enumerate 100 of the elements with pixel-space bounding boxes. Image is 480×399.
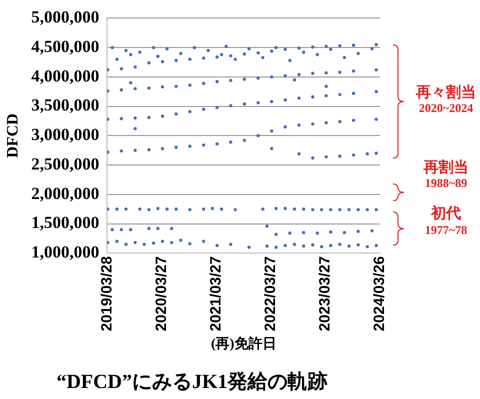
point — [229, 78, 232, 82]
point — [261, 56, 264, 60]
point — [274, 206, 278, 210]
point — [374, 90, 378, 94]
point — [247, 47, 251, 50]
point — [284, 244, 287, 248]
point — [147, 116, 151, 120]
point — [174, 207, 178, 211]
point — [342, 56, 346, 60]
point — [297, 152, 301, 156]
point — [229, 104, 232, 108]
point — [120, 67, 123, 70]
point — [234, 208, 237, 212]
point — [202, 143, 206, 147]
point — [120, 149, 123, 153]
point — [316, 232, 319, 235]
point — [215, 80, 219, 84]
point — [374, 68, 378, 72]
point — [302, 244, 306, 248]
y-axis-title: DFCD — [4, 113, 22, 158]
point — [138, 50, 142, 54]
point — [134, 240, 137, 244]
point — [147, 148, 151, 152]
point — [188, 208, 192, 212]
point — [342, 230, 346, 234]
y-tick-label: 3,500,000 — [31, 96, 100, 115]
point — [192, 46, 196, 50]
point — [160, 85, 164, 89]
point — [347, 208, 351, 212]
point — [188, 110, 192, 114]
x-tick-label: 2022/03/27 — [262, 256, 280, 332]
point — [366, 245, 369, 248]
point — [229, 140, 232, 144]
point — [284, 74, 287, 78]
point — [274, 232, 278, 236]
y-tick-label: 5,000,000 — [31, 8, 100, 27]
point — [124, 242, 128, 246]
point — [188, 242, 192, 246]
point — [220, 53, 224, 56]
point — [165, 207, 169, 211]
y-tick-label: 2,000,000 — [31, 184, 100, 203]
point — [311, 243, 314, 247]
point — [356, 52, 360, 56]
point — [129, 53, 132, 56]
point — [156, 226, 160, 230]
point — [270, 129, 274, 133]
point — [324, 94, 328, 98]
point — [188, 144, 192, 148]
point — [188, 58, 192, 61]
point — [329, 244, 332, 248]
point — [242, 138, 246, 142]
point — [311, 122, 314, 126]
point — [288, 58, 292, 62]
point — [311, 95, 314, 98]
point — [247, 246, 251, 249]
point — [134, 127, 137, 130]
point — [242, 52, 246, 56]
point — [120, 228, 123, 232]
point — [206, 48, 210, 52]
point — [256, 101, 260, 104]
point — [256, 134, 260, 138]
point — [134, 87, 137, 90]
point — [302, 50, 306, 54]
point — [338, 120, 342, 124]
point — [347, 244, 351, 248]
point — [297, 96, 301, 100]
point — [329, 208, 332, 212]
point — [242, 78, 246, 81]
point — [202, 56, 206, 60]
point — [124, 207, 128, 211]
point — [261, 207, 264, 211]
point — [152, 46, 156, 50]
point — [338, 92, 342, 96]
point — [160, 240, 164, 243]
y-tick-label: 4,500,000 — [31, 36, 100, 56]
point — [174, 146, 178, 150]
point — [374, 43, 378, 46]
point — [229, 54, 232, 58]
point — [270, 49, 274, 53]
point — [374, 118, 378, 121]
point — [147, 226, 151, 230]
point — [324, 44, 328, 48]
point — [256, 76, 260, 80]
point — [110, 228, 114, 232]
point — [320, 208, 324, 212]
y-tick-label: 2,500,000 — [31, 154, 100, 174]
point — [142, 242, 146, 246]
point — [210, 206, 214, 210]
point — [324, 121, 328, 124]
point — [374, 244, 378, 248]
point — [352, 153, 356, 157]
point — [115, 207, 119, 211]
point — [220, 207, 224, 211]
y-tick-label: 1,500,000 — [31, 213, 100, 232]
text: 初代 1977~78 — [424, 206, 468, 238]
x-tick-label: 2024/03/26 — [371, 256, 388, 332]
point — [156, 206, 160, 210]
point — [338, 208, 342, 212]
point — [215, 244, 219, 248]
point — [370, 229, 374, 232]
